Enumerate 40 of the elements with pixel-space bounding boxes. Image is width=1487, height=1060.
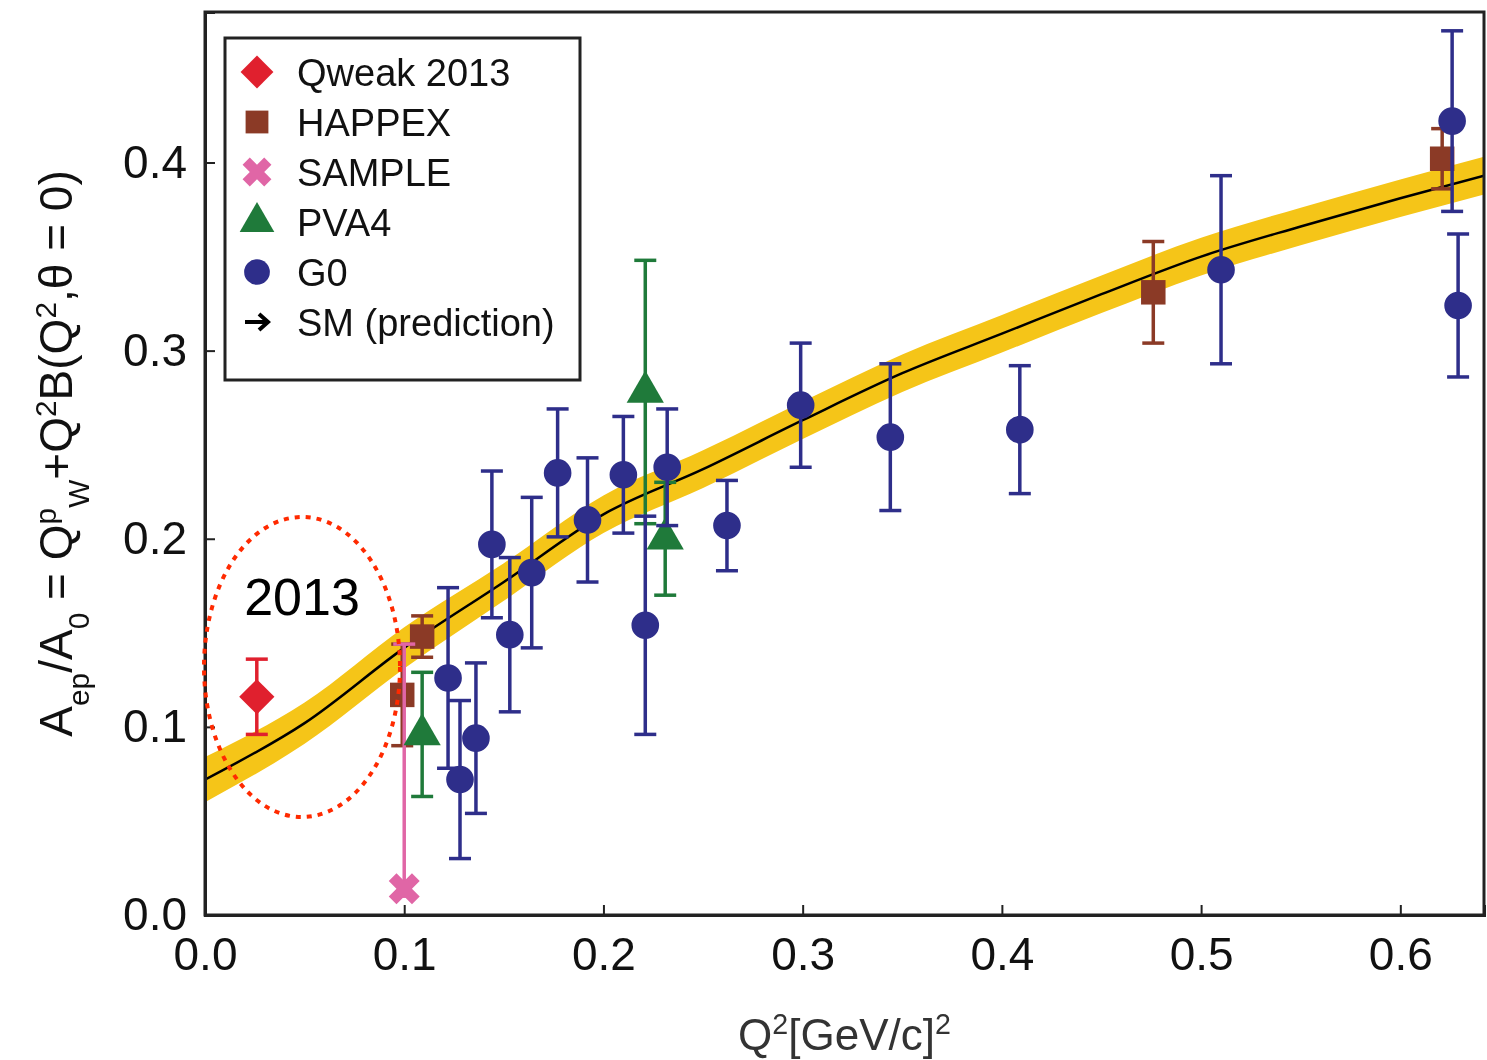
- legend-label: SM (prediction): [297, 302, 555, 344]
- point: [239, 679, 275, 715]
- point: [609, 460, 638, 489]
- legend-label: HAPPEX: [297, 102, 452, 144]
- x-tick-label: 0.5: [1169, 927, 1234, 980]
- x-tick-label: 0.2: [571, 927, 636, 980]
- point: [1207, 255, 1235, 284]
- legend-label: G0: [297, 252, 348, 294]
- point: [1141, 280, 1166, 305]
- y-tick-label: 0.2: [123, 511, 187, 564]
- point: [1438, 107, 1466, 135]
- point: [517, 558, 546, 587]
- point: [434, 664, 462, 692]
- legend-label: Qweak 2013: [297, 52, 511, 94]
- x-tick-label: 0.4: [970, 927, 1035, 980]
- legend-label: PVA4: [297, 202, 392, 244]
- point: [653, 453, 682, 482]
- x-axis-title: Q$^{2}$[GeV/c]$^{2}$: [738, 1008, 951, 1059]
- y-tick-label: 0.1: [123, 700, 187, 753]
- y-tick-label: 0.3: [123, 323, 187, 376]
- point: [409, 624, 435, 649]
- point: [786, 391, 815, 419]
- y-tick-label: 0.4: [123, 135, 187, 188]
- point: [876, 423, 905, 451]
- point: [446, 765, 474, 794]
- point: [713, 511, 741, 540]
- point: [388, 873, 420, 905]
- point: [631, 611, 660, 640]
- x-tick-label: 0.3: [771, 927, 836, 980]
- point: [1444, 291, 1472, 320]
- x-tick-label: 0.6: [1368, 927, 1433, 980]
- point: [462, 724, 490, 752]
- legend-label: SAMPLE: [297, 152, 452, 194]
- x-tick-label: 0.1: [372, 927, 437, 980]
- point: [573, 506, 602, 534]
- point: [478, 530, 506, 559]
- point: [495, 620, 524, 649]
- annotation: 2013: [244, 568, 360, 626]
- point: [543, 459, 572, 487]
- point: [1005, 415, 1034, 444]
